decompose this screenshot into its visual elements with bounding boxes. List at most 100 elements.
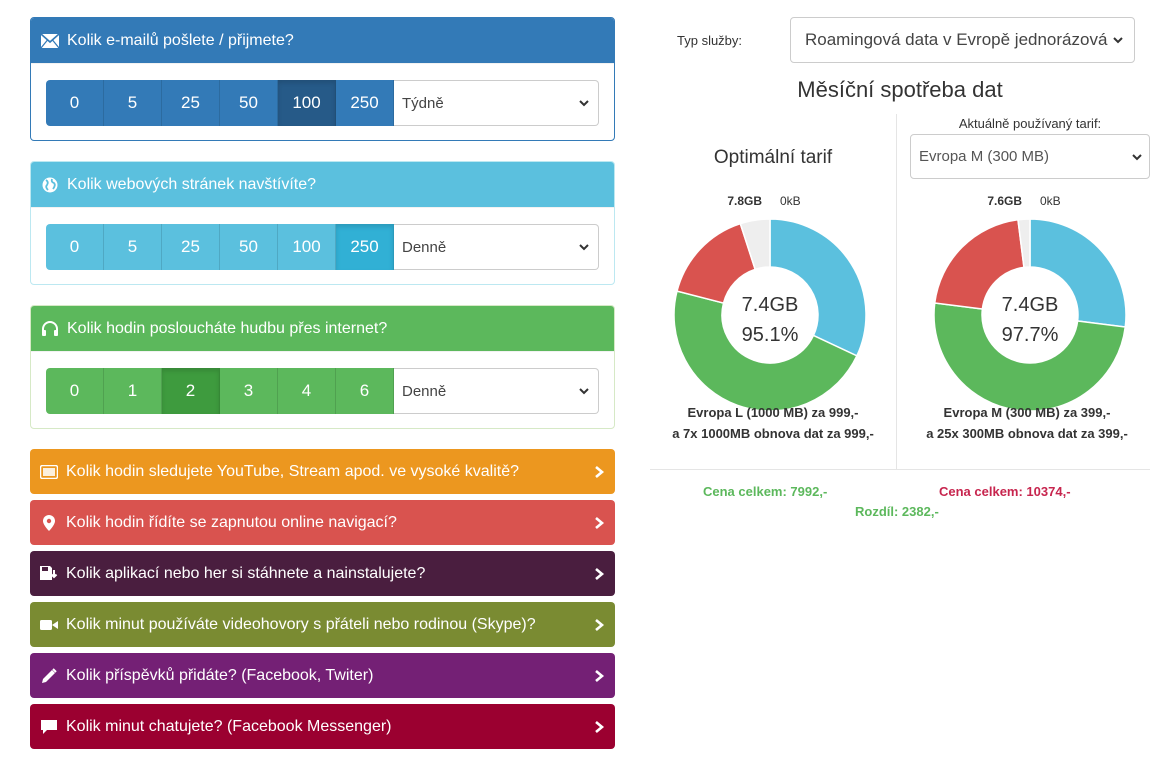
hd-video-icon	[40, 463, 58, 481]
websites-option-5[interactable]: 5	[104, 224, 162, 270]
service-type-label: Typ služby:	[677, 32, 743, 48]
emails-option-group: 0 5 25 50 100 250 Týdně	[46, 80, 599, 126]
music-option-1[interactable]: 1	[104, 368, 162, 414]
panel-music-title: Kolik hodin posloucháte hudbu přes inter…	[67, 319, 388, 337]
emails-option-250[interactable]: 250	[336, 80, 394, 126]
optimal-total-price: Cena celkem: 7992,-	[703, 484, 828, 499]
current-tariff-value: Evropa M (300 MB)	[919, 148, 1050, 165]
panel-music-header: Kolik hodin posloucháte hudbu přes inter…	[31, 306, 614, 351]
current-label-used: 7.6GB	[987, 194, 1022, 208]
emails-period-value: Týdně	[402, 94, 444, 112]
panel-music-body: 0 1 2 3 4 6 Denně	[31, 351, 614, 428]
current-tariff-label: Aktuálně používaný tarif:	[958, 116, 1102, 131]
websites-option-100[interactable]: 100	[278, 224, 336, 270]
optimal-slice-green	[673, 290, 858, 412]
current-tariff-select[interactable]: Evropa M (300 MB)	[910, 134, 1150, 179]
map-marker-icon	[40, 514, 58, 532]
current-desc-line1: Evropa M (300 MB) za 399,-	[943, 405, 1111, 420]
chevron-down-icon	[579, 244, 589, 251]
websites-option-250[interactable]: 250	[336, 224, 394, 270]
chevron-down-icon	[1113, 37, 1123, 44]
pencil-icon	[40, 667, 58, 685]
current-donut-chart: 7.4GB 97.7% 7.6GB 0kB	[933, 194, 1127, 412]
current-slice-green	[933, 302, 1127, 412]
chevron-right-icon	[595, 669, 605, 682]
panel-websites: Kolik webových stránek navštívíte? 0 5 2…	[30, 161, 615, 285]
emails-option-25[interactable]: 25	[162, 80, 220, 126]
optimal-label-zero: 0kB	[780, 194, 801, 208]
websites-period-select[interactable]: Denně	[394, 224, 599, 270]
floppy-download-icon	[40, 565, 58, 583]
panel-websites-header: Kolik webových stránek navštívíte?	[31, 162, 614, 207]
music-option-2[interactable]: 2	[162, 368, 220, 414]
emails-option-0[interactable]: 0	[46, 80, 104, 126]
music-option-4[interactable]: 4	[278, 368, 336, 414]
service-type-row: Typ služby: Roamingová data v Evropě jed…	[677, 17, 1137, 63]
websites-option-0[interactable]: 0	[46, 224, 104, 270]
service-type-select[interactable]: Roamingová data v Evropě jednorázová	[790, 17, 1135, 63]
music-period-value: Denně	[402, 382, 447, 400]
current-desc-line2: a 25x 300MB obnova dat za 399,-	[926, 426, 1128, 441]
panel-videocalls-title: Kolik minut používáte videohovory s přát…	[66, 615, 536, 633]
panel-chat-title: Kolik minut chatujete? (Facebook Messeng…	[66, 717, 392, 735]
envelope-icon	[41, 32, 59, 50]
globe-icon	[41, 176, 59, 194]
panel-emails-body: 0 5 25 50 100 250 Týdně	[31, 63, 614, 140]
music-option-3[interactable]: 3	[220, 368, 278, 414]
websites-period-value: Denně	[402, 238, 447, 256]
chevron-right-icon	[595, 465, 605, 478]
websites-option-group: 0 5 25 50 100 250 Denně	[46, 224, 599, 270]
optimal-desc-line1: Evropa L (1000 MB) za 999,-	[687, 405, 859, 420]
music-option-group: 0 1 2 3 4 6 Denně	[46, 368, 599, 414]
panel-emails-title: Kolik e-mailů pošlete / přijmete?	[67, 31, 294, 49]
panel-apps-title: Kolik aplikací nebo her si stáhnete a na…	[66, 564, 426, 582]
panel-posts-title: Kolik příspěvků přidáte? (Facebook, Twit…	[66, 666, 374, 684]
emails-option-5[interactable]: 5	[104, 80, 162, 126]
current-slice-blue	[1029, 218, 1127, 328]
chevron-right-icon	[595, 720, 605, 733]
music-option-0[interactable]: 0	[46, 368, 104, 414]
panel-music: Kolik hodin posloucháte hudbu přes inter…	[30, 305, 615, 429]
panel-youtube-title: Kolik hodin sledujete YouTube, Stream ap…	[66, 462, 520, 480]
price-difference: Rozdíl: 2382,-	[855, 504, 939, 519]
chevron-right-icon	[595, 516, 605, 529]
service-type-value: Roamingová data v Evropě jednorázová	[805, 30, 1108, 49]
chevron-right-icon	[595, 618, 605, 631]
optimal-tariff-description: Evropa L (1000 MB) za 999,- a 7x 1000MB …	[650, 402, 896, 444]
panel-websites-title: Kolik webových stránek navštívíte?	[67, 175, 317, 193]
optimal-center-percent: 95.1%	[742, 324, 799, 346]
emails-option-50[interactable]: 50	[220, 80, 278, 126]
current-center-percent: 97.7%	[1002, 324, 1059, 346]
optimal-slice-blue	[769, 218, 867, 357]
current-slice-red	[933, 218, 1025, 310]
current-label-zero: 0kB	[1040, 194, 1061, 208]
chevron-down-icon	[1132, 153, 1142, 160]
panel-emails-header: Kolik e-mailů pošlete / přijmete?	[31, 18, 614, 63]
panel-emails: Kolik e-mailů pošlete / přijmete? 0 5 25…	[30, 17, 615, 141]
music-option-6[interactable]: 6	[336, 368, 394, 414]
questions-column: Kolik e-mailů pošlete / přijmete? 0 5 25…	[30, 17, 615, 755]
emails-option-100[interactable]: 100	[278, 80, 336, 126]
panel-posts[interactable]: Kolik příspěvků přidáte? (Facebook, Twit…	[30, 653, 615, 698]
optimal-tariff-title: Optimální tarif	[713, 147, 833, 168]
panel-apps[interactable]: Kolik aplikací nebo her si stáhnete a na…	[30, 551, 615, 596]
current-tariff-description: Evropa M (300 MB) za 399,- a 25x 300MB o…	[904, 402, 1150, 444]
panel-videocalls[interactable]: Kolik minut používáte videohovory s přát…	[30, 602, 615, 647]
panel-youtube[interactable]: Kolik hodin sledujete YouTube, Stream ap…	[30, 449, 615, 494]
current-total-price: Cena celkem: 10374,-	[939, 484, 1071, 499]
websites-option-50[interactable]: 50	[220, 224, 278, 270]
panel-navigation[interactable]: Kolik hodin řídíte se zapnutou online na…	[30, 500, 615, 545]
music-period-select[interactable]: Denně	[394, 368, 599, 414]
optimal-slice-rest	[739, 218, 771, 271]
chevron-down-icon	[579, 388, 589, 395]
emails-period-select[interactable]: Týdně	[394, 80, 599, 126]
headphones-icon	[41, 320, 59, 338]
monthly-usage-title: Měsíční spotřeba dat	[797, 77, 1003, 102]
websites-option-25[interactable]: 25	[162, 224, 220, 270]
chevron-right-icon	[595, 567, 605, 580]
panel-chat[interactable]: Kolik minut chatujete? (Facebook Messeng…	[30, 704, 615, 749]
results-divider	[650, 469, 1150, 470]
panel-websites-body: 0 5 25 50 100 250 Denně	[31, 207, 614, 284]
column-divider	[896, 114, 897, 469]
current-slice-rest	[1017, 218, 1031, 269]
